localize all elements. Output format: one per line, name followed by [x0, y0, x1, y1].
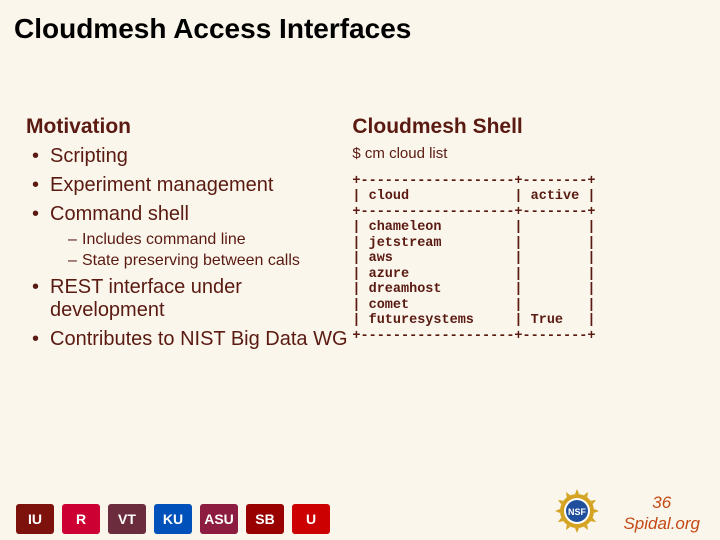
bullet-level1: Experiment management	[32, 174, 352, 197]
bullet-level1: Command shellIncludes command lineState …	[32, 203, 352, 270]
footer: IU R VT KU ASU SB U NSF 36 Spidal.org	[0, 482, 720, 540]
bullet-level2: State preserving between calls	[68, 251, 352, 270]
slide: Cloudmesh Access Interfaces Motivation S…	[0, 0, 720, 540]
motivation-heading: Motivation	[26, 115, 352, 139]
logo-strip: IU R VT KU ASU SB U	[16, 504, 330, 534]
sb-logo: SB	[246, 504, 284, 534]
rutgers-logo: R	[62, 504, 100, 534]
left-column: Motivation Scripting Experiment managemen…	[26, 115, 352, 357]
utah-logo: U	[292, 504, 330, 534]
bullet-sublist: Includes command line State preserving be…	[68, 230, 352, 270]
content-area: Motivation Scripting Experiment managemen…	[0, 115, 720, 357]
bullet-level1: Contributes to NIST Big Data WG	[32, 328, 352, 351]
shell-heading: Cloudmesh Shell	[352, 115, 706, 139]
right-column: Cloudmesh Shell $ cm cloud list +-------…	[352, 115, 706, 357]
iu-logo: IU	[16, 504, 54, 534]
shell-command: $ cm cloud list	[352, 145, 706, 162]
ku-logo: KU	[154, 504, 192, 534]
slide-title: Cloudmesh Access Interfaces	[0, 0, 720, 45]
page-info: 36 Spidal.org	[623, 493, 700, 534]
nsf-logo: NSF	[554, 488, 600, 534]
bullet-level1: Scripting	[32, 145, 352, 168]
bullet-level2: Includes command line	[68, 230, 352, 249]
motivation-list: Scripting Experiment management Command sh…	[32, 145, 352, 351]
site-label: Spidal.org	[623, 514, 700, 533]
page-number: 36	[623, 493, 700, 513]
svg-text:NSF: NSF	[568, 507, 587, 517]
bullet-level1: REST interface under development	[32, 276, 352, 322]
shell-output-table: +-------------------+--------+ | cloud |…	[352, 174, 706, 345]
asu-logo: ASU	[200, 504, 238, 534]
vt-logo: VT	[108, 504, 146, 534]
